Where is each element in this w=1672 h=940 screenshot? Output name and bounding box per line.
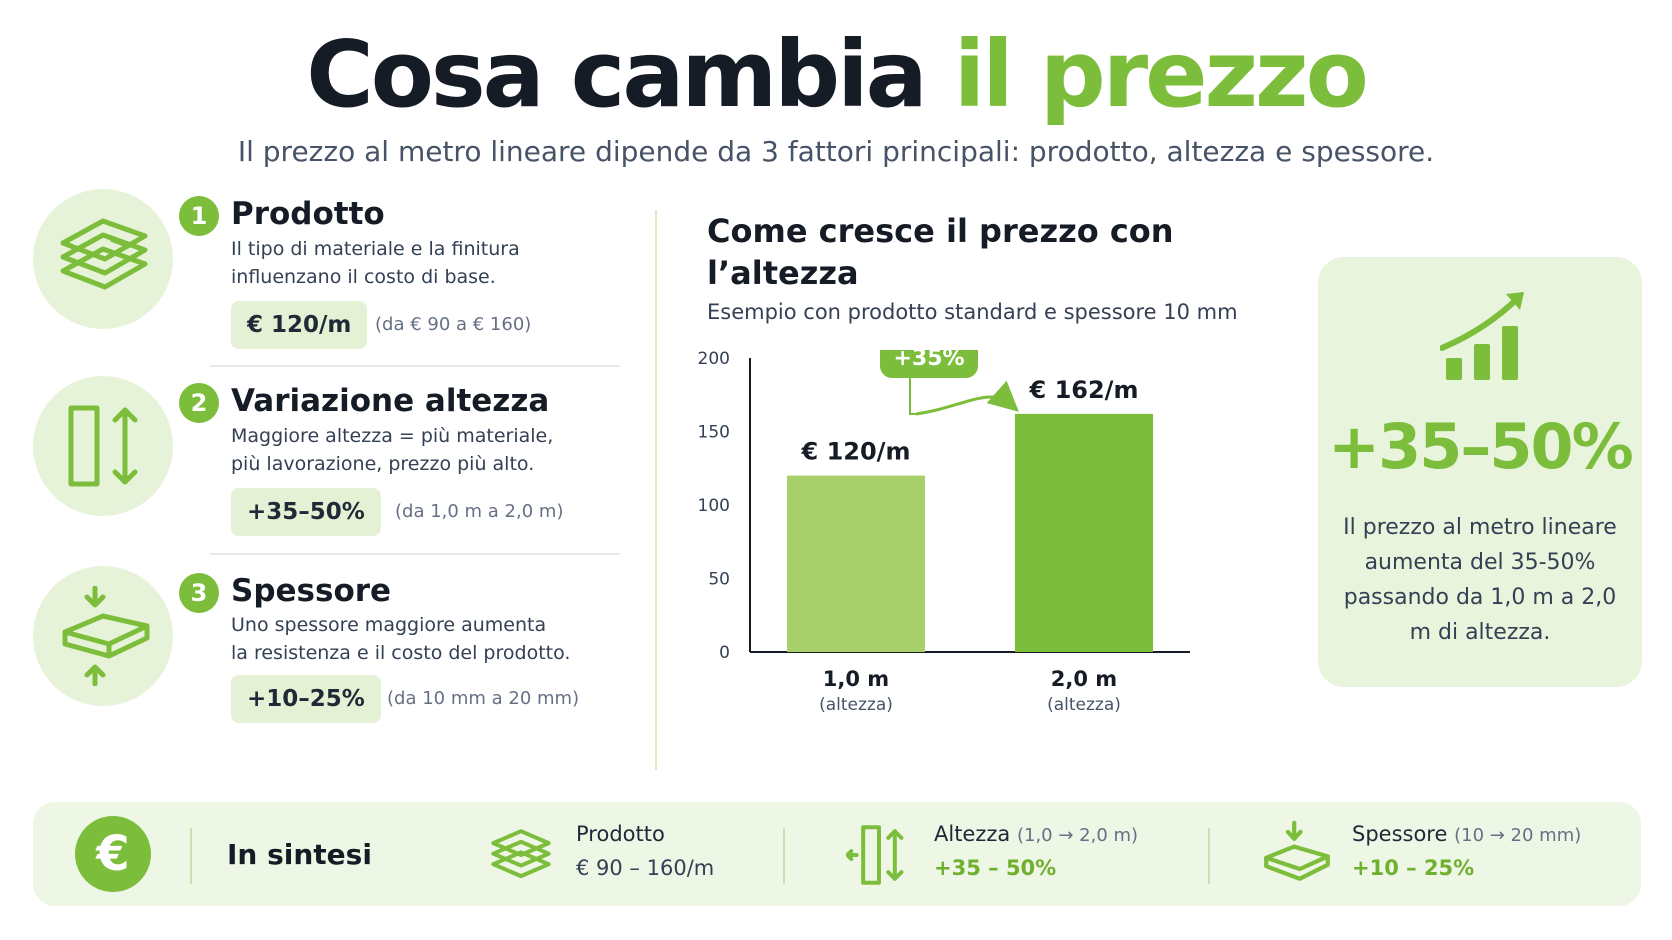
chart-title: Come cresce il prezzo con l’altezza [707,212,1174,292]
summary-item-label: Prodotto [576,822,665,846]
summary-item-note: (1,0 → 2,0 m) [1016,825,1139,846]
chart-subtitle: Esempio con prodotto standard e spessore… [707,300,1238,324]
factor-pill: +10–25% [231,675,381,723]
summary-item-value: +10 – 25% [1352,856,1475,880]
factor-title: Variazione altezza [231,383,550,419]
annotation-badge [880,350,978,378]
summary-item-value: +35 – 50% [934,856,1057,880]
summary-divider [1208,828,1210,884]
x-tick-label: 2,0 m [1051,667,1117,691]
layers-icon [491,829,551,879]
y-tick-label: 150 [698,423,730,443]
summary-divider [783,828,785,884]
growth-chart-icon [1440,292,1524,380]
factor-pill: € 120/m [231,301,368,349]
annotation-leader [909,378,920,415]
bar [1015,413,1153,652]
vertical-divider [655,210,657,770]
layers-icon [33,189,173,329]
height-icon [33,376,173,516]
height-icon [846,825,904,885]
thickness-icon [33,566,173,706]
factor-number: 1 [179,196,219,236]
y-tick-label: 100 [698,496,730,516]
factor-title: Prodotto [231,196,385,232]
summary-item-label: Altezza (1,0 → 2,0 m) [934,822,1138,846]
summary-item-name: Spessore [1352,822,1448,846]
factor-description: Il tipo di materiale e la finitura influ… [231,235,591,291]
y-tick-label: 200 [698,350,730,369]
euro-icon: € [75,816,151,892]
annotation-label: +35% [893,350,964,371]
y-tick-label: 0 [719,643,730,663]
factor-description-line: Il tipo di materiale e la finitura [231,238,520,260]
callout-value: +35–50% [1328,410,1634,483]
divider [210,365,620,367]
title-accent: il prezzo [953,21,1369,128]
factor-description-line: la resistenza e il costo del prodotto. [231,642,571,664]
summary-bar [33,802,1641,906]
bar-value-label: € 162/m [1029,376,1139,404]
factor-number: 2 [179,383,219,423]
summary-divider [190,828,192,884]
y-tick-label: 50 [708,570,730,590]
x-tick-sublabel: (altezza) [1047,695,1121,715]
factor-title: Spessore [231,573,392,609]
bar [787,475,925,652]
summary-item-name: Altezza [934,822,1011,846]
summary-item-label: Spessore (10 → 20 mm) [1352,822,1581,846]
title-main: Cosa cambia [306,21,928,128]
factor-range: (da € 90 a € 160) [375,314,532,335]
factor-pill: +35–50% [231,488,381,536]
thickness-icon [1264,820,1330,881]
summary-item-value: € 90 – 160/m [576,856,715,880]
page-title: Cosa cambia il prezzo [0,20,1672,130]
x-tick-sublabel: (altezza) [819,695,893,715]
factor-description-line: più lavorazione, prezzo più alto. [231,453,535,475]
summary-title: In sintesi [227,838,372,871]
summary-item-note: (10 → 20 mm) [1454,825,1582,846]
factor-description-line: Maggiore altezza = più materiale, [231,425,554,447]
summary-item-name: Prodotto [576,822,665,846]
divider [210,553,620,555]
factor-description-line: Uno spessore maggiore aumenta [231,614,547,636]
factor-range: (da 10 mm a 20 mm) [387,688,580,709]
factor-range: (da 1,0 m a 2,0 m) [395,501,564,522]
callout-text: Il prezzo al metro lineare aumenta del 3… [1343,515,1617,645]
factor-number: 3 [179,573,219,613]
factor-description: Uno spessore maggiore aumenta la resiste… [231,611,591,667]
x-tick-label: 1,0 m [823,667,889,691]
factor-description-line: influenzano il costo di base. [231,266,496,288]
factor-description: Maggiore altezza = più materiale, più la… [231,422,591,478]
annotation-arrow [915,380,1019,416]
price-bar-chart: 050100150200Prezzo al metro lineare (€) … [698,350,1190,715]
page-subtitle: Il prezzo al metro lineare dipende da 3 … [237,135,1435,168]
bar-value-label: € 120/m [801,438,911,466]
